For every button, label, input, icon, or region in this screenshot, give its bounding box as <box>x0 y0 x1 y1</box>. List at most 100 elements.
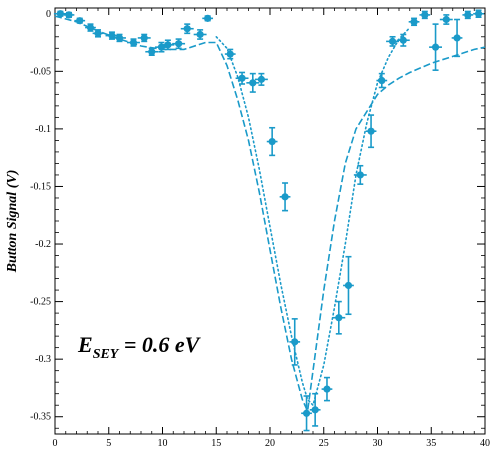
data-marker <box>453 34 461 42</box>
data-marker <box>378 76 386 85</box>
x-tick-label: 35 <box>426 438 436 449</box>
data-marker <box>281 193 289 201</box>
data-point <box>365 114 377 149</box>
data-marker <box>65 11 73 19</box>
data-point <box>92 29 104 38</box>
x-tick-label: 25 <box>319 438 329 449</box>
annotation-rest: = 0.6 eV <box>118 332 201 357</box>
data-point <box>74 17 86 25</box>
data-marker <box>238 74 246 82</box>
axis-tick-labels: 0 5 10 15 20 25 30 35 40 0 -0.05 -0.1 -0.15 -0.2 -0.25… <box>30 9 490 449</box>
data-marker <box>148 48 156 56</box>
simulation-dashed-line <box>54 15 486 414</box>
data-point <box>309 392 321 427</box>
x-tick-label: 20 <box>265 438 275 449</box>
data-point <box>321 376 333 402</box>
y-tick-label: -0.05 <box>30 66 51 77</box>
data-marker <box>464 11 472 19</box>
data-point <box>301 395 312 432</box>
data-marker <box>268 137 276 146</box>
x-tick-label: 15 <box>211 438 221 449</box>
data-marker <box>421 11 429 19</box>
data-point <box>246 72 260 93</box>
data-marker <box>356 171 364 179</box>
data-point <box>180 23 194 35</box>
y-axis-label: Button Signal (V) <box>5 170 20 274</box>
data-marker <box>410 18 418 26</box>
data-marker <box>257 75 265 83</box>
data-point <box>63 11 75 19</box>
data-marker <box>140 34 148 42</box>
data-marker <box>86 23 95 32</box>
data-marker <box>323 385 331 393</box>
data-marker <box>335 314 343 322</box>
data-marker <box>226 50 234 58</box>
data-marker <box>399 36 407 44</box>
data-point <box>193 29 207 40</box>
data-marker <box>164 41 172 49</box>
data-marker <box>76 17 84 25</box>
y-tick-label: -0.15 <box>30 181 51 192</box>
data-point <box>161 39 175 51</box>
data-point <box>279 182 291 212</box>
data-marker <box>115 34 124 42</box>
data-marker <box>129 38 138 47</box>
y-tick-label: -0.3 <box>35 354 51 365</box>
data-point <box>254 72 268 86</box>
data-point <box>462 10 474 20</box>
data-marker <box>344 281 353 290</box>
axis-ticks <box>54 8 486 434</box>
y-tick-label: -0.35 <box>30 412 51 423</box>
data-marker <box>291 338 299 346</box>
data-point <box>439 14 453 25</box>
data-marker <box>249 79 257 87</box>
data-point <box>473 9 484 19</box>
data-point <box>408 17 420 27</box>
data-point <box>376 72 388 89</box>
plot-frame <box>54 7 486 435</box>
data-marker <box>196 30 204 39</box>
measured-points <box>53 9 484 432</box>
data-point <box>353 164 367 185</box>
data-point <box>172 38 186 50</box>
y-tick-label: -0.25 <box>30 297 51 308</box>
simulation-dotted-line <box>215 26 411 407</box>
data-marker <box>311 406 319 414</box>
data-point <box>202 14 214 22</box>
data-point <box>451 18 463 58</box>
data-marker <box>183 25 191 33</box>
data-point <box>429 23 442 71</box>
data-point <box>53 10 67 18</box>
data-point <box>289 318 301 366</box>
annotation-main: E <box>77 332 93 357</box>
data-marker <box>431 43 440 51</box>
data-point <box>419 10 431 20</box>
x-tick-label: 10 <box>158 438 168 449</box>
data-marker <box>204 14 212 22</box>
data-marker <box>302 409 311 417</box>
data-point <box>343 255 354 316</box>
data-point <box>85 23 96 32</box>
data-point <box>145 47 159 57</box>
data-point <box>113 33 126 43</box>
y-tick-label: -0.2 <box>35 239 51 250</box>
x-tick-label: 40 <box>480 438 490 449</box>
data-point <box>137 33 151 43</box>
sey-annotation: ESEY = 0.6 eV <box>77 332 202 362</box>
annotation-sub: SEY <box>93 347 120 362</box>
data-point <box>235 71 249 85</box>
data-marker <box>442 15 450 24</box>
data-point <box>396 33 410 47</box>
y-tick-label: -0.1 <box>35 124 51 135</box>
simulation-curves <box>54 15 486 414</box>
y-tick-label: 0 <box>46 9 51 20</box>
x-tick-label: 30 <box>373 438 383 449</box>
data-marker <box>175 40 183 48</box>
data-marker <box>474 10 483 18</box>
data-point <box>224 48 236 60</box>
data-point <box>127 38 140 47</box>
data-point <box>386 35 399 47</box>
x-tick-label: 0 <box>53 438 58 449</box>
data-marker <box>367 127 375 135</box>
